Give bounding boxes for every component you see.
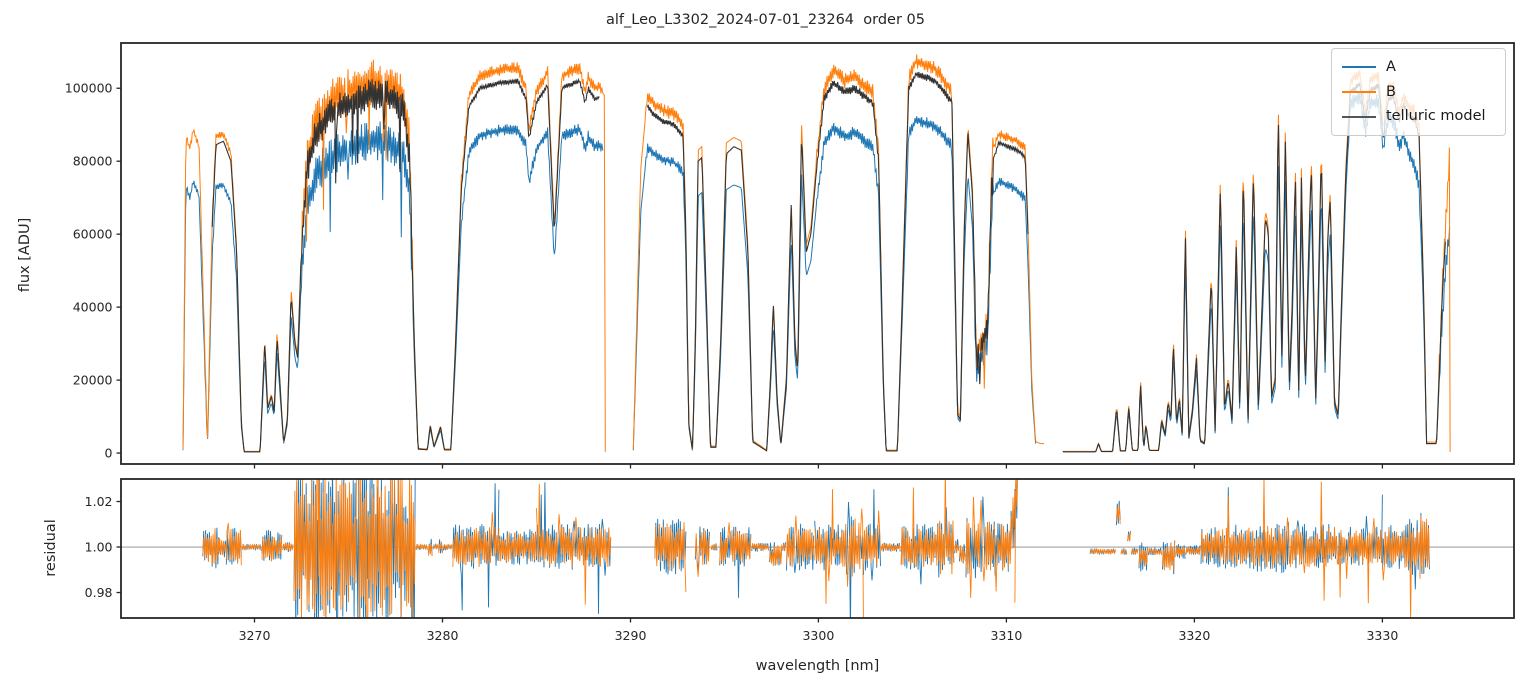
legend-line-a-icon	[1342, 66, 1376, 69]
x-tick-label: 3310	[990, 628, 1022, 643]
x-axis-label: wavelength [nm]	[755, 658, 880, 674]
x-tick-label: 3290	[615, 628, 647, 643]
legend-label-a: A	[1386, 59, 1396, 76]
legend: A B telluric model	[1331, 48, 1506, 136]
legend-item-b: B	[1342, 80, 1495, 105]
legend-label-b: B	[1386, 83, 1396, 100]
y-axis-label-residual: residual	[43, 519, 59, 577]
flux-panel-frame	[120, 42, 1515, 465]
x-tick-label: 3320	[1178, 628, 1210, 643]
y-axis-label-flux: flux [ADU]	[17, 217, 33, 293]
legend-label-telluric: telluric model	[1386, 108, 1486, 125]
x-tick-label: 3280	[427, 628, 459, 643]
y-tick-label-flux: 60000	[73, 227, 113, 242]
legend-line-telluric-icon	[1342, 115, 1376, 118]
plot-title: alf_Leo_L3302_2024-07-01_23264 order 05	[606, 12, 925, 28]
legend-line-b-icon	[1342, 91, 1376, 93]
x-tick-label: 3270	[239, 628, 271, 643]
series-A-line	[182, 90, 1451, 453]
y-tick-label-flux: 0	[105, 446, 113, 461]
y-tick-label-residual: 1.00	[85, 540, 113, 555]
legend-item-telluric: telluric model	[1342, 104, 1495, 129]
series-B-line	[182, 54, 1451, 453]
y-tick-label-flux: 80000	[73, 154, 113, 169]
y-tick-label-flux: 20000	[73, 373, 113, 388]
legend-item-a: A	[1342, 55, 1495, 80]
residual-panel-frame	[120, 478, 1515, 619]
y-tick-label-flux: 100000	[65, 81, 113, 96]
residual-panel-series	[121, 479, 1514, 618]
x-tick-label: 3330	[1366, 628, 1398, 643]
y-tick-label-residual: 1.02	[85, 494, 113, 509]
x-tick-label: 3300	[802, 628, 834, 643]
flux-panel-series	[182, 54, 1451, 453]
axis-ticks: 3270 3280 3290 3300 3310 3320 3330 0 20000 40000 6…	[65, 81, 1399, 643]
y-tick-label-residual: 0.98	[85, 585, 113, 600]
residual-B-line	[202, 479, 1430, 618]
series-T-line	[211, 71, 1446, 453]
y-tick-label-flux: 40000	[73, 300, 113, 315]
